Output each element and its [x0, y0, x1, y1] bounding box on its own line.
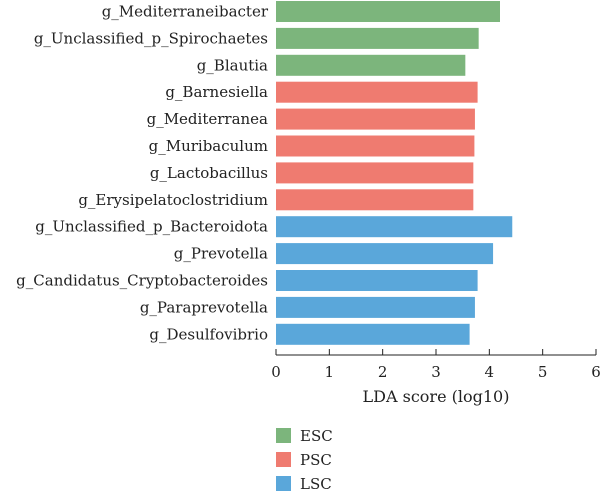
- legend-label-lsc: LSC: [300, 475, 332, 493]
- x-tick-label: 5: [538, 363, 548, 381]
- x-tick-label: 2: [378, 363, 388, 381]
- x-axis-ticks: 0 1 2 3 4 5 6: [271, 349, 600, 381]
- bar-g-candidatus-cryptobacteroides: [276, 270, 478, 291]
- category-label: g_Blautia: [197, 56, 268, 74]
- bar-g-lactobacillus: [276, 162, 474, 184]
- category-label: g_Lactobacillus: [150, 164, 268, 182]
- category-label: g_Unclassified_p_Spirochaetes: [34, 29, 268, 47]
- legend-label-psc: PSC: [300, 451, 332, 469]
- category-label: g_Desulfovibrio: [149, 325, 268, 343]
- x-axis-title: LDA score (log10): [363, 387, 510, 406]
- category-label: g_Candidatus_Cryptobacteroides: [16, 272, 268, 290]
- bar-g-unclassified-p-spirochaetes: [276, 27, 479, 49]
- x-tick-label: 6: [591, 363, 600, 381]
- category-label: g_Mediterranea: [147, 110, 268, 128]
- category-label: g_Mediterraneibacter: [102, 3, 269, 21]
- bars-group: [276, 1, 513, 345]
- legend-swatch-psc: [276, 452, 291, 467]
- bar-g-paraprevotella: [276, 296, 475, 318]
- category-label: g_Unclassified_p_Bacteroidota: [35, 218, 268, 236]
- legend-swatch-esc: [276, 428, 291, 443]
- bar-g-barnesiella: [276, 81, 478, 103]
- bar-g-blautia: [276, 54, 466, 76]
- bar-g-erysipelatoclostridium: [276, 189, 474, 211]
- x-tick-label: 1: [325, 363, 335, 381]
- bar-g-mediterraneibacter: [276, 1, 500, 22]
- x-tick-label: 4: [485, 363, 495, 381]
- category-labels: g_Mediterraneibacter g_Unclassified_p_Spi…: [16, 3, 269, 344]
- x-tick-label: 3: [431, 363, 441, 381]
- category-label: g_Prevotella: [174, 245, 268, 263]
- bar-g-muribaculum: [276, 135, 475, 157]
- category-label: g_Barnesiella: [165, 83, 268, 101]
- bar-g-desulfovibrio: [276, 323, 470, 345]
- x-tick-label: 0: [271, 363, 281, 381]
- legend-label-esc: ESC: [300, 427, 333, 445]
- category-label: g_Paraprevotella: [140, 298, 268, 316]
- category-label: g_Erysipelatoclostridium: [78, 191, 268, 209]
- bar-g-prevotella: [276, 243, 494, 265]
- legend: ESC PSC LSC: [276, 427, 333, 493]
- bar-g-unclassified-p-bacteroidota: [276, 216, 513, 238]
- bar-g-mediterranea: [276, 108, 475, 130]
- category-label: g_Muribaculum: [149, 137, 268, 155]
- legend-swatch-lsc: [276, 476, 291, 491]
